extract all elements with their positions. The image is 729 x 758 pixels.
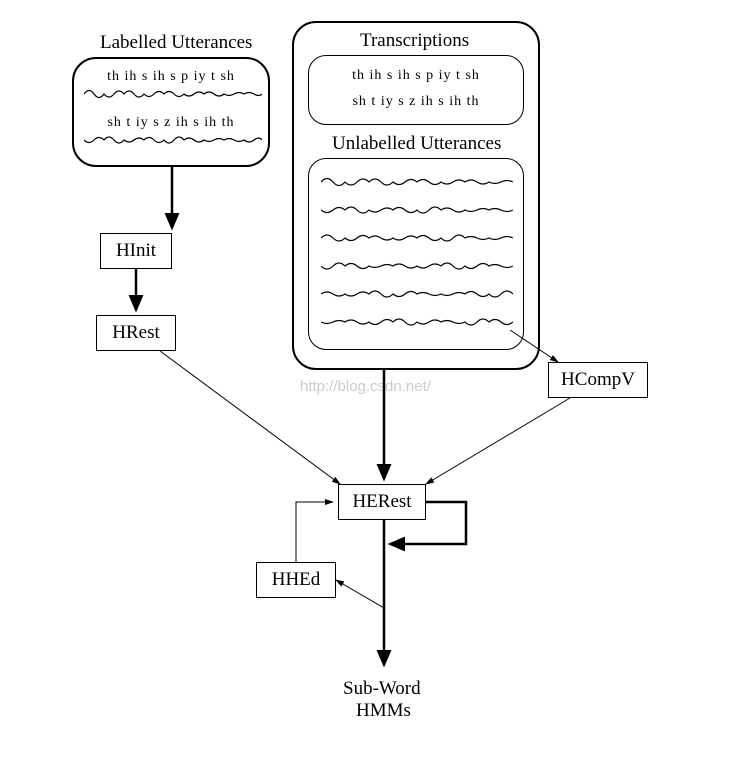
- hhed-box: HHEd: [256, 562, 336, 598]
- waveform-u6: [321, 313, 513, 331]
- hinit-box: HInit: [100, 233, 172, 269]
- transcriptions-container: th ih s ih s p iy t sh sh t iy s z ih s …: [308, 55, 524, 125]
- transcriptions-label: Transcriptions: [360, 30, 469, 52]
- phoneme-line-2: sh t iy s z ih s ih th: [74, 115, 268, 131]
- subword-label-2: HMMs: [356, 700, 411, 722]
- trans-phoneme-1: th ih s ih s p iy t sh: [309, 68, 523, 84]
- waveform-u1: [321, 173, 513, 191]
- waveform-u5: [321, 285, 513, 303]
- herest-box: HERest: [338, 484, 426, 520]
- waveform-1: [84, 85, 262, 103]
- waveform-u4: [321, 257, 513, 275]
- waveform-u2: [321, 201, 513, 219]
- trans-phoneme-2: sh t iy s z ih s ih th: [309, 94, 523, 110]
- waveform-u3: [321, 229, 513, 247]
- waveform-2: [84, 131, 262, 149]
- unlabelled-label: Unlabelled Utterances: [332, 133, 501, 155]
- phoneme-line-1: th ih s ih s p iy t sh: [74, 69, 268, 85]
- hcompv-box: HCompV: [548, 362, 648, 398]
- hrest-box: HRest: [96, 315, 176, 351]
- labelled-utterances-container: th ih s ih s p iy t sh sh t iy s z ih s …: [72, 57, 270, 167]
- unlabelled-container: [308, 158, 524, 350]
- watermark: http://blog.csdn.net/: [300, 378, 431, 395]
- subword-label-1: Sub-Word: [343, 678, 421, 700]
- labelled-utterances-label: Labelled Utterances: [100, 32, 252, 54]
